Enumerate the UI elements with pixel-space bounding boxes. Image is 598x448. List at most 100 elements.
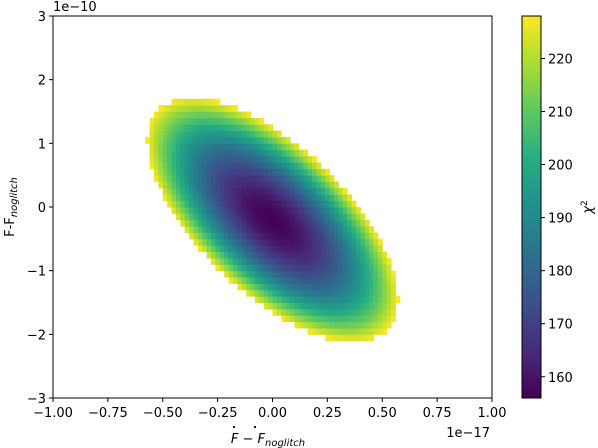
heatmap-cell — [281, 238, 287, 246]
heatmap-cell — [259, 213, 265, 221]
heatmap-cell — [175, 175, 181, 183]
heatmap-cell — [325, 168, 331, 176]
heatmap-cell — [254, 168, 260, 176]
heatmap-cell — [320, 226, 326, 233]
heatmap-cell — [246, 130, 252, 138]
heatmap-cell — [228, 124, 234, 132]
heatmap-cell — [355, 245, 361, 253]
heatmap-cell — [268, 277, 273, 284]
heatmap-cell — [171, 156, 177, 163]
heatmap-cell — [351, 213, 357, 221]
heatmap-cell — [333, 270, 339, 278]
heatmap-cell — [254, 124, 260, 132]
heatmap-cell — [373, 302, 379, 310]
heatmap-cell — [180, 105, 186, 112]
y-tick-label: −3 — [27, 392, 46, 407]
heatmap-cell — [259, 124, 265, 132]
heatmap-cell — [149, 130, 155, 138]
heatmap-cell — [364, 308, 370, 316]
heatmap-cell — [268, 219, 273, 227]
heatmap-cell — [219, 257, 225, 265]
heatmap-cell — [202, 124, 208, 132]
heatmap-cell — [276, 289, 282, 297]
heatmap-cell — [281, 200, 287, 208]
heatmap-cell — [307, 156, 313, 163]
heatmap-cell — [329, 213, 335, 221]
heatmap-cell — [307, 296, 313, 303]
heatmap-cell — [369, 226, 374, 233]
heatmap-cell — [175, 194, 181, 202]
heatmap-cell — [259, 156, 265, 163]
heatmap-cell — [285, 232, 291, 240]
heatmap-cell — [268, 283, 273, 291]
heatmap-cell — [232, 232, 238, 240]
heatmap-cell — [167, 162, 173, 170]
heatmap-cell — [290, 194, 295, 202]
heatmap-cell — [290, 283, 295, 291]
heatmap-cell — [391, 270, 396, 278]
heatmap-cell — [263, 296, 269, 303]
heatmap-cell — [167, 175, 173, 183]
heatmap-cell — [355, 277, 361, 284]
heatmap-cell — [303, 308, 309, 316]
heatmap-cell — [197, 105, 203, 112]
heatmap-cell — [175, 162, 181, 170]
heatmap-cell — [149, 156, 155, 163]
heatmap-cell — [250, 200, 256, 208]
heatmap-cell — [215, 105, 221, 112]
heatmap-cell — [307, 187, 313, 195]
heatmap-cell — [281, 270, 287, 278]
heatmap-cell — [360, 302, 366, 310]
heatmap-cell — [347, 277, 353, 284]
heatmap-cell — [241, 117, 247, 125]
heatmap-cell — [382, 270, 388, 278]
heatmap-cell — [281, 149, 287, 157]
y-label-main: F-F — [3, 217, 18, 237]
heatmap-cell — [246, 168, 252, 176]
heatmap-cell — [373, 238, 379, 246]
heatmap-cell — [232, 181, 238, 189]
heatmap-cell — [351, 302, 357, 310]
heatmap-cell — [197, 232, 203, 240]
heatmap-cell — [294, 181, 300, 189]
heatmap-cell — [241, 277, 247, 284]
heatmap-cell — [180, 168, 186, 176]
heatmap-cell — [347, 207, 353, 214]
heatmap-cell — [202, 245, 208, 253]
heatmap-cell — [224, 187, 230, 195]
heatmap-cell — [325, 270, 331, 278]
heatmap-cell — [342, 207, 348, 214]
heatmap-cell — [219, 105, 225, 112]
heatmap-cell — [268, 181, 273, 189]
heatmap-cell — [193, 105, 199, 112]
heatmap-cell — [377, 302, 383, 310]
heatmap-cell — [325, 200, 331, 208]
heatmap-cell — [184, 105, 190, 112]
heatmap-cell — [342, 308, 348, 316]
heatmap-cell — [202, 219, 208, 227]
heatmap-cell — [364, 277, 370, 284]
heatmap-cell — [320, 315, 326, 323]
heatmap-cell — [259, 187, 265, 195]
heatmap-cell — [263, 277, 269, 284]
heatmap-cell — [202, 117, 208, 125]
heatmap-cell — [202, 175, 208, 183]
heatmap-cell — [303, 226, 309, 233]
heatmap-cell — [290, 245, 295, 253]
heatmap-cell — [364, 270, 370, 278]
heatmap-cell — [263, 226, 269, 233]
heatmap-cell — [285, 143, 291, 151]
heatmap-cell — [316, 264, 322, 272]
heatmap-cell — [351, 270, 357, 278]
heatmap-cell — [268, 130, 273, 138]
heatmap-cell — [307, 175, 313, 183]
heatmap-cell — [202, 130, 208, 138]
heatmap-cell — [373, 264, 379, 272]
heatmap-cell — [307, 238, 313, 246]
heatmap-cell — [215, 136, 221, 144]
heatmap-cell — [250, 187, 256, 195]
heatmap-cell — [281, 251, 287, 259]
heatmap-cell — [219, 207, 225, 214]
heatmap-cell — [342, 277, 348, 284]
heatmap-cell — [237, 124, 243, 132]
